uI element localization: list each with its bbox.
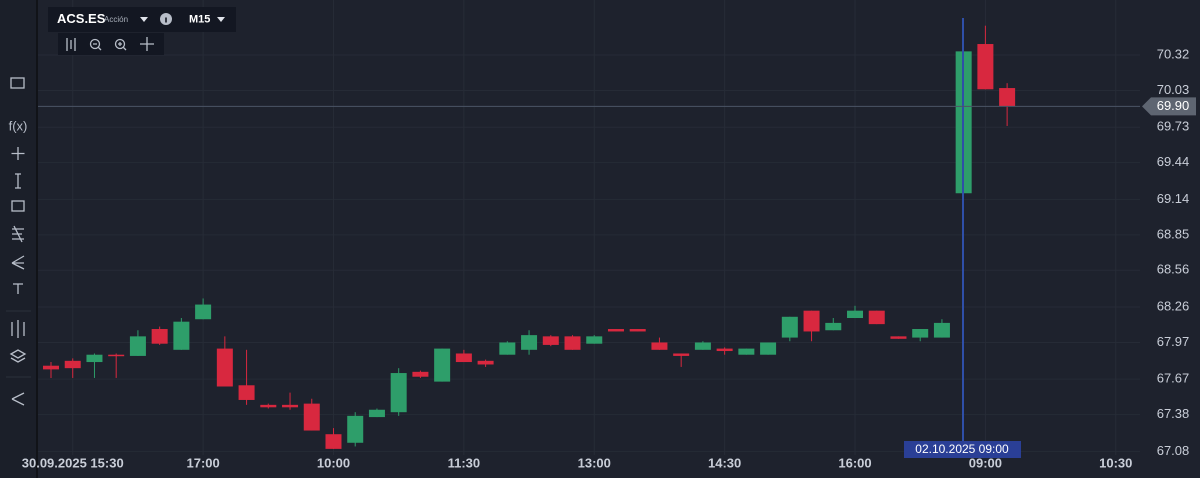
price-tag-label: 69.90 <box>1157 98 1190 113</box>
instrument-type: Acción <box>104 15 128 24</box>
toolbar-icons: f(x) <box>6 77 31 406</box>
candle-body <box>434 348 451 382</box>
y-tick-label: 69.44 <box>1157 154 1190 169</box>
tool-zoom-out-glyph <box>93 43 102 51</box>
y-tick-label: 67.67 <box>1157 371 1190 386</box>
candle-body <box>347 415 364 443</box>
x-tick-label: 11:30 <box>448 455 481 470</box>
x-tick-label: 09:00 <box>969 455 1002 470</box>
candle-body <box>238 385 255 400</box>
icon-share[interactable] <box>11 392 25 406</box>
candle-body <box>521 335 538 350</box>
candle-body <box>216 348 233 387</box>
x-tick-label: 16:00 <box>838 455 871 470</box>
icon-line[interactable] <box>15 173 21 189</box>
y-tick-label: 69.14 <box>1157 191 1190 206</box>
icon-chart-type[interactable] <box>10 77 25 89</box>
x-tick-label: 30.09.2025 15:30 <box>22 455 124 470</box>
candle-body <box>195 304 212 320</box>
icon-pitchfork[interactable] <box>11 255 25 270</box>
candle-body <box>694 342 711 350</box>
candle-body <box>716 348 733 352</box>
candle-body <box>455 353 472 363</box>
y-tick-label: 68.26 <box>1157 298 1190 313</box>
crosshair-label: 02.10.2025 09:00 <box>915 442 1009 456</box>
candle-body <box>477 360 494 365</box>
candle-body <box>86 354 103 363</box>
y-tick-label: 69.73 <box>1157 119 1190 134</box>
candle-body <box>542 336 559 345</box>
icon-text[interactable] <box>13 283 23 294</box>
y-tick-label: 70.03 <box>1157 82 1190 97</box>
icon-indicators[interactable]: f(x) <box>9 118 28 133</box>
y-tick-label: 67.97 <box>1157 334 1190 349</box>
candle-body <box>607 329 624 332</box>
candle-body <box>586 336 603 344</box>
candles <box>43 25 1016 449</box>
x-tick-label: 17:00 <box>186 455 219 470</box>
y-tick-label: 68.56 <box>1157 262 1190 277</box>
candle-body <box>260 404 277 408</box>
candle-body <box>999 88 1016 107</box>
x-tick-label: 14:30 <box>708 455 741 470</box>
header: ACS.ES Acción M15 <box>48 7 236 55</box>
candle-body <box>651 342 668 350</box>
timeframe[interactable]: M15 <box>189 13 210 25</box>
candle-body <box>368 409 385 418</box>
candle-body <box>390 373 407 413</box>
x-tick-label: 13:00 <box>578 455 611 470</box>
candle-body <box>173 321 190 350</box>
y-tick-label: 67.08 <box>1157 443 1190 458</box>
tool-indicator[interactable] <box>66 38 76 51</box>
crosshair-label-box <box>904 441 1021 458</box>
x-tick-label: 10:30 <box>1099 455 1132 470</box>
candle-body <box>977 44 994 90</box>
candle-body <box>868 310 885 325</box>
tool-zoom-in[interactable] <box>114 38 126 50</box>
icon-crosshair[interactable] <box>11 147 25 160</box>
candle-body <box>890 336 907 339</box>
candle-body <box>738 348 755 355</box>
y-tick-label: 68.85 <box>1157 226 1190 241</box>
y-tick-label: 67.38 <box>1157 406 1190 421</box>
x-tick-label: 10:00 <box>317 455 350 470</box>
candle-body <box>303 403 320 431</box>
candle-body <box>412 371 429 377</box>
icon-candles[interactable] <box>11 320 25 338</box>
candle-body <box>629 329 646 332</box>
candle-body <box>933 322 950 338</box>
icon-rectangle[interactable] <box>11 200 25 212</box>
tool-zoom-out[interactable] <box>89 38 101 50</box>
candle-body <box>564 336 581 350</box>
candle-body <box>325 434 342 449</box>
candle-body <box>912 329 929 338</box>
candle-body <box>781 316 798 338</box>
candle-body <box>282 404 299 408</box>
candle-body <box>64 360 81 369</box>
symbol[interactable]: ACS.ES <box>57 11 106 26</box>
candle-body <box>499 342 516 355</box>
candle-body <box>43 365 59 370</box>
candle-body <box>760 342 777 355</box>
candle-body <box>847 310 864 319</box>
candle-body <box>673 353 690 356</box>
candle-body <box>825 322 842 331</box>
icon-layers[interactable] <box>9 349 27 363</box>
info-icon-glyph <box>165 17 167 23</box>
candle-body <box>803 310 820 332</box>
timeframe-dropdown[interactable] <box>217 17 225 22</box>
candle-body <box>151 329 168 344</box>
candle-body <box>108 354 125 357</box>
y-tick-label: 70.32 <box>1157 46 1190 61</box>
tool-pan[interactable] <box>140 37 154 51</box>
icon-fibonacci[interactable] <box>12 225 24 243</box>
tool-zoom-in-glyph <box>118 42 127 51</box>
symbol-dropdown[interactable] <box>140 17 148 22</box>
price-tag <box>1142 97 1196 116</box>
candle-body <box>129 336 146 356</box>
tools-panel <box>58 33 164 55</box>
